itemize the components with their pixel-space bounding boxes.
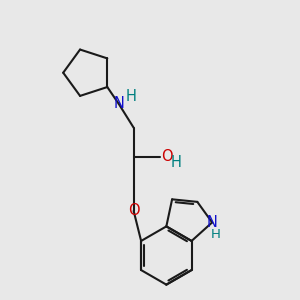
Text: O: O <box>161 149 172 164</box>
Text: N: N <box>113 96 124 111</box>
Text: H: H <box>126 89 137 104</box>
Text: N: N <box>207 215 218 230</box>
Text: O: O <box>128 203 140 218</box>
Text: H: H <box>170 155 181 170</box>
Text: H: H <box>211 228 220 242</box>
